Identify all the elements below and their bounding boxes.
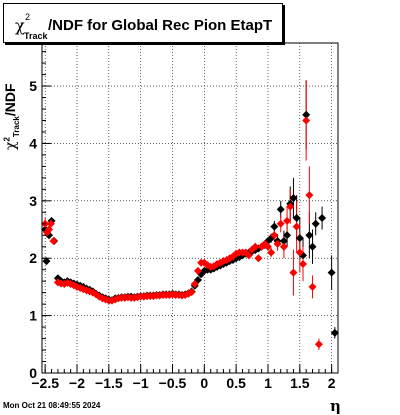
data-point-red [251, 242, 260, 251]
data-point-black [311, 219, 320, 228]
data-point-red [308, 282, 317, 291]
data-point-black [295, 234, 304, 243]
x-tick-label: −1.5 [95, 375, 123, 391]
data-point-black [276, 205, 285, 214]
data-point-red [270, 231, 279, 240]
title-subscript: Track [24, 31, 48, 41]
x-tick-label: 1.5 [290, 375, 310, 391]
data-point-red [254, 254, 263, 263]
data-point-black [283, 231, 292, 240]
data-point-red [190, 280, 199, 289]
data-point-red [49, 237, 58, 245]
chart-title: /NDF for Global Rec Pion EtapT [48, 17, 273, 34]
datestamp: Mon Oct 21 08:49:55 2024 [3, 401, 101, 410]
x-tick-label: −2 [69, 375, 85, 391]
y-tick-label: 3 [29, 193, 37, 209]
data-point-red [267, 248, 276, 257]
title-chi-symbol: χ [15, 16, 25, 35]
x-tick-label: −1 [133, 375, 149, 391]
data-point-black [270, 222, 279, 231]
data-point-red [295, 248, 304, 257]
data-point-black [327, 268, 336, 277]
data-point-red [314, 340, 323, 349]
data-point-red [225, 254, 234, 263]
data-point-black [292, 214, 301, 223]
data-point-black [289, 193, 298, 202]
chart-title-box: χ 2 Track /NDF for Global Rec Pion EtapT [3, 3, 283, 43]
plot-frame [41, 42, 339, 374]
x-tick-label: 0.5 [226, 375, 246, 391]
data-point-red [263, 242, 272, 251]
x-axis-label: η [330, 397, 341, 415]
data-point-black [235, 253, 244, 262]
y-axis-superscript: 2 [2, 137, 12, 142]
data-point-red [276, 219, 285, 228]
chart-ticks [42, 51, 333, 374]
y-tick-label: 5 [29, 78, 37, 94]
x-tick-label: −2.5 [31, 375, 59, 391]
data-point-red [292, 222, 301, 231]
chart-error-bars [44, 80, 336, 351]
data-point-red [193, 266, 202, 275]
data-point-red [302, 116, 311, 125]
data-point-black [232, 254, 241, 263]
x-tick-label: 1 [264, 375, 272, 391]
data-point-black [305, 231, 314, 240]
data-point-black [279, 237, 288, 245]
y-tick-label: 4 [29, 135, 37, 151]
data-point-red [279, 242, 288, 251]
data-point-red [46, 219, 55, 228]
y-tick-label: 0 [29, 365, 37, 381]
data-point-red [241, 248, 250, 257]
title-superscript: 2 [25, 12, 31, 22]
data-point-red [283, 216, 292, 225]
data-point-black [330, 328, 339, 337]
y-tick-label: 1 [29, 308, 37, 324]
data-point-red [244, 251, 253, 260]
data-point-red [222, 255, 231, 264]
x-tick-label: −0.5 [159, 375, 187, 391]
chart-tick-labels: −2.5 −2 −1.5 −1 −0.5 0 0.5 1 1.5 2 0 1 2 3 4 5 [29, 78, 336, 391]
y-axis-text: /NDF [2, 83, 18, 117]
data-point-red [228, 252, 237, 261]
data-point-red [273, 239, 282, 248]
y-axis-chi-symbol: χ [3, 141, 19, 150]
data-point-red [298, 259, 307, 268]
data-point-black [302, 110, 311, 119]
y-axis-label: χ2Track/NDF [2, 83, 21, 150]
y-axis-subscript: Track [11, 116, 21, 138]
chart-grid [42, 43, 338, 374]
data-point-black [308, 242, 317, 251]
data-point-black [318, 214, 327, 223]
chart-points [41, 110, 339, 349]
data-point-red [305, 191, 314, 200]
y-tick-label: 2 [29, 250, 37, 266]
x-tick-label: 2 [328, 375, 336, 391]
data-point-red [286, 202, 295, 211]
x-tick-label: 0 [200, 375, 208, 391]
data-point-red [289, 268, 298, 277]
data-point-red [187, 288, 196, 297]
data-point-black [42, 257, 51, 266]
